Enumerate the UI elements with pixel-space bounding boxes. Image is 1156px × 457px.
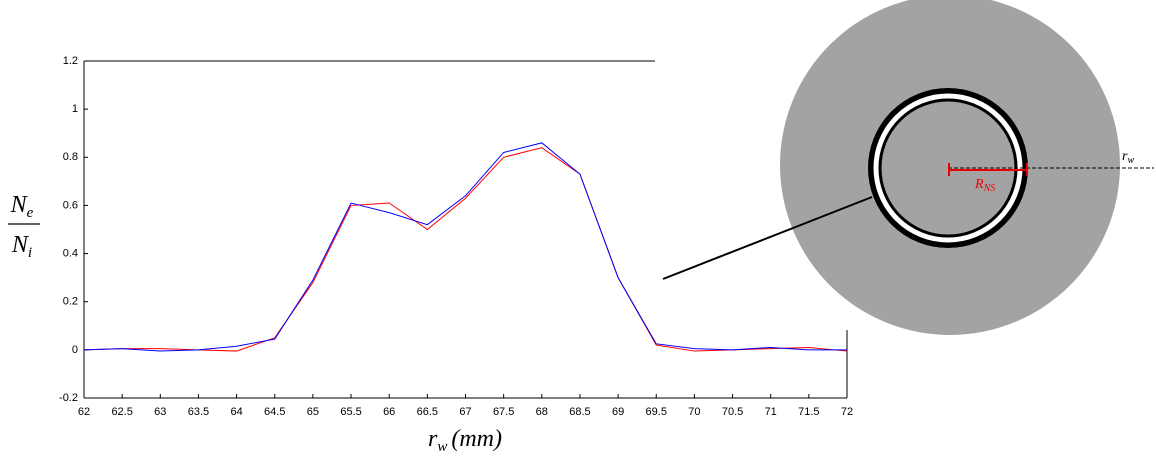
- y-axis-label: Ne Ni: [8, 192, 40, 261]
- geometry-diagram: RNS rw: [662, 0, 1154, 335]
- y-tick-label: 1.2: [63, 55, 78, 67]
- x-tick-label: 69: [612, 406, 624, 418]
- symbol: r: [428, 426, 438, 452]
- y-tick-label: 0.2: [63, 296, 78, 308]
- x-tick-label: 65.5: [340, 406, 361, 418]
- x-tick-label: 67.5: [493, 406, 514, 418]
- unit: (mm): [451, 426, 502, 452]
- x-axis-label: rw (mm): [428, 426, 502, 455]
- y-tick-label: 1: [72, 103, 78, 115]
- x-tick-label: 62: [78, 406, 90, 418]
- y-tick-label: 0.4: [63, 247, 78, 259]
- symbol: N: [11, 232, 30, 258]
- symbol: r: [1122, 149, 1128, 164]
- radius-label: RNS: [974, 177, 995, 194]
- outer-ring: [868, 88, 1028, 248]
- data-line: [83, 142, 847, 352]
- x-tick-label: 70: [688, 406, 700, 418]
- x-tick-label: 64.5: [264, 406, 285, 418]
- x-tick-label: 66: [383, 406, 395, 418]
- subscript: NS: [983, 183, 996, 194]
- x-tick-label: 63: [154, 406, 166, 418]
- pointer-line: [662, 196, 873, 280]
- x-tick-label: 68.5: [569, 406, 590, 418]
- x-tick-label: 62.5: [111, 406, 132, 418]
- x-tick-label: 66.5: [417, 406, 438, 418]
- subscript: w: [1127, 155, 1134, 166]
- x-tick-label: 67: [459, 406, 471, 418]
- x-tick-label: 65: [307, 406, 319, 418]
- symbol: R: [974, 177, 984, 192]
- y-label-denominator: Ni: [11, 232, 32, 261]
- subscript: w: [437, 439, 447, 455]
- subscript: i: [28, 245, 32, 261]
- x-tick-label: 71.5: [798, 406, 819, 418]
- plot: -0.2 0 0.2 0.4 0.6 0.8 1 1.2 62 62.5 63 63.5 64 64.5 6…: [59, 55, 853, 418]
- symbol: N: [10, 192, 29, 218]
- x-tick-label: 69.5: [646, 406, 667, 418]
- y-label-numerator: Ne: [10, 192, 34, 221]
- subscript: e: [27, 205, 34, 221]
- y-tick-label: 0.8: [63, 151, 78, 163]
- y-tick-label: -0.2: [59, 392, 78, 404]
- x-tick-label: 63.5: [188, 406, 209, 418]
- y-tick-label: 0.6: [63, 199, 78, 211]
- x-tick-label: 64: [230, 406, 242, 418]
- y-tick-label: 0: [72, 344, 78, 356]
- wall-label: rw: [1122, 149, 1134, 166]
- x-tick-label: 72: [841, 406, 853, 418]
- data-line: [83, 147, 848, 352]
- x-tick-label: 68: [536, 406, 548, 418]
- x-tick-label: 70.5: [722, 406, 743, 418]
- x-tick-label: 71: [765, 406, 777, 418]
